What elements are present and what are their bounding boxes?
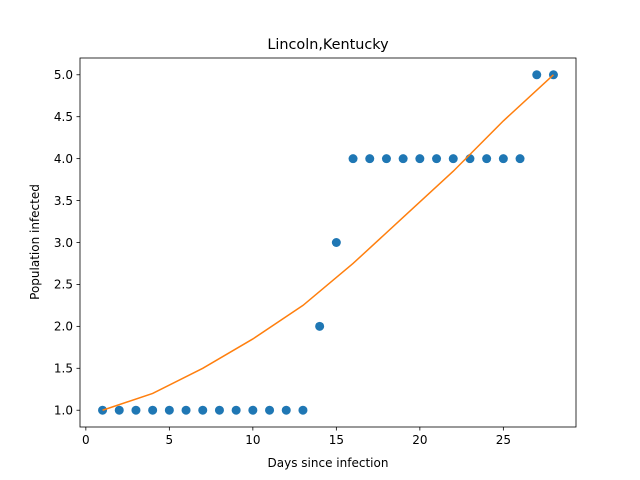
x-tick-label: 25: [496, 433, 511, 447]
scatter-point: [281, 405, 291, 415]
x-axis-title: Days since infection: [268, 456, 389, 470]
scatter-point: [365, 154, 375, 164]
scatter-point: [315, 321, 325, 331]
plot-area: 0 5 10 15 20 25 1.0 1.5 2.0 2.5 3.0 3.5 4.0 4.5 5.0: [54, 57, 577, 447]
y-tick-label: 2.0: [54, 320, 73, 334]
scatter-point: [214, 405, 224, 415]
scatter-point: [198, 405, 208, 415]
scatter-point: [265, 405, 275, 415]
scatter-point: [482, 154, 492, 164]
scatter-point: [381, 154, 391, 164]
scatter-point: [181, 405, 191, 415]
scatter-point: [432, 154, 442, 164]
x-tick-label: 20: [412, 433, 427, 447]
x-tick-label: 0: [82, 433, 90, 447]
x-tick-label: 5: [166, 433, 174, 447]
x-tick-label: 10: [245, 433, 260, 447]
scatter-point: [331, 238, 341, 247]
y-tick-label: 1.5: [54, 362, 73, 376]
scatter-point: [148, 405, 158, 415]
scatter-point: [114, 405, 124, 415]
y-tick-label: 4.5: [54, 110, 73, 124]
y-tick-label: 2.5: [54, 278, 73, 292]
y-tick-label: 4.0: [54, 152, 73, 166]
scatter-point: [131, 405, 141, 415]
scatter-point: [348, 154, 358, 164]
y-tick-label: 5.0: [54, 68, 73, 82]
y-tick-label: 3.5: [54, 194, 73, 208]
scatter-point: [415, 154, 425, 164]
scatter-point: [164, 405, 174, 415]
scatter-point: [532, 70, 542, 80]
scatter-point: [498, 154, 508, 164]
y-tick-label: 1.0: [54, 404, 73, 418]
scatter-point: [248, 405, 258, 415]
scatter-point: [515, 154, 525, 164]
x-tick-label: 15: [329, 433, 344, 447]
y-axis-title: Population infected: [28, 184, 42, 300]
chart-title: Lincoln,Kentucky: [267, 37, 389, 53]
scatter-point: [448, 154, 458, 164]
y-tick-label: 3.0: [54, 236, 73, 250]
scatter-point: [231, 405, 241, 415]
scatter-point: [398, 154, 408, 164]
series-line-1: [102, 74, 554, 411]
scatter-point: [298, 405, 308, 415]
